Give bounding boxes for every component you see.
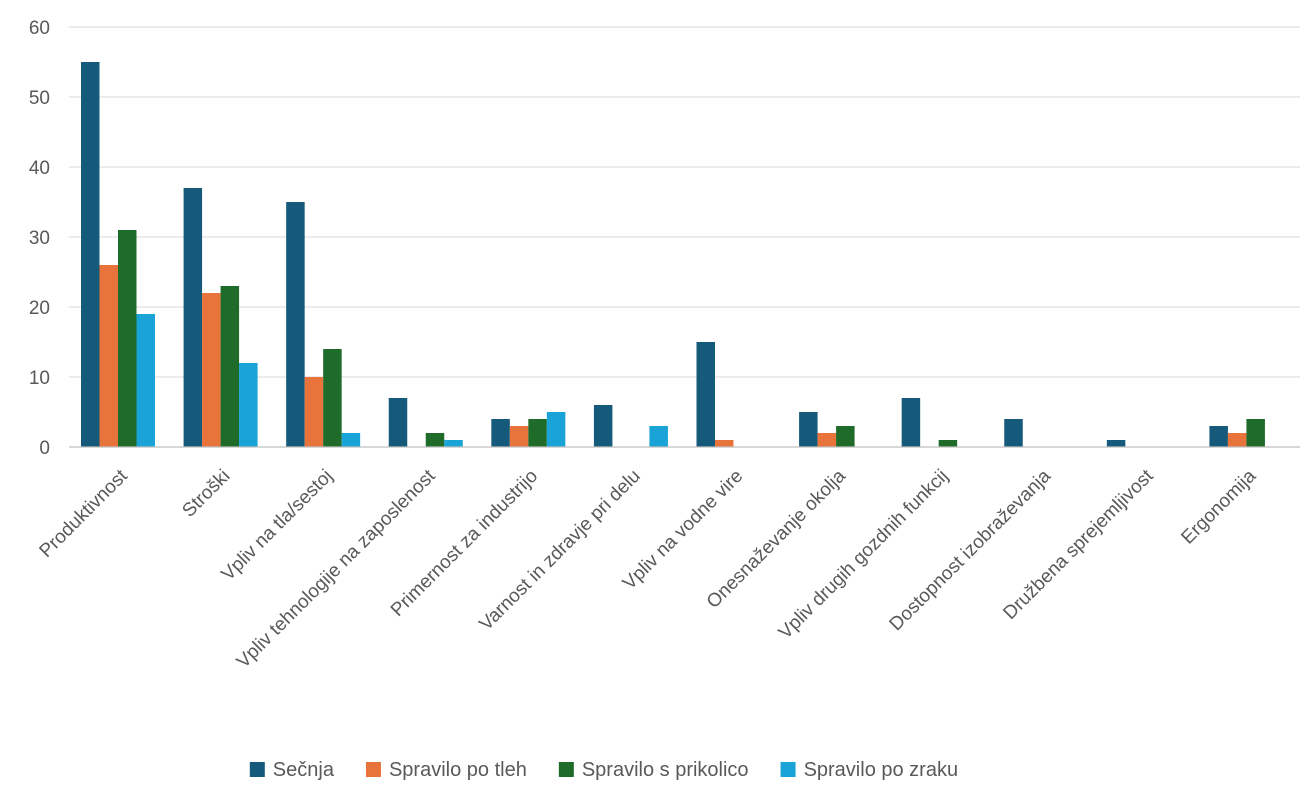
legend-label: Spravilo po zraku <box>804 759 959 781</box>
bar <box>388 398 408 447</box>
bar <box>444 440 463 447</box>
bar <box>304 377 324 447</box>
bar <box>99 265 118 447</box>
bar <box>1227 433 1247 447</box>
bar <box>938 440 958 447</box>
legend: Sečnja Spravilo po tleh Spravilo s prikoli… <box>249 759 959 781</box>
y-tick-label: 20 <box>29 298 50 319</box>
bar <box>696 342 715 447</box>
legend-swatch <box>558 762 574 777</box>
bar <box>901 398 921 447</box>
y-axis: 0 10 20 30 40 50 60 <box>29 18 50 459</box>
bar <box>1106 440 1126 447</box>
legend-swatch <box>780 762 796 777</box>
legend-swatch <box>365 762 381 777</box>
y-tick-label: 40 <box>29 158 50 179</box>
bar <box>491 419 510 447</box>
bar <box>836 426 855 447</box>
bar <box>715 440 734 447</box>
bar <box>341 433 361 447</box>
x-tick-label: Vpliv drugih gozdnih funkcij <box>775 466 953 644</box>
bar <box>528 419 547 447</box>
bar <box>323 349 342 447</box>
y-tick-label: 30 <box>29 228 50 249</box>
bar <box>1004 419 1023 447</box>
legend-label: Spravilo po tleh <box>389 759 527 781</box>
bar <box>1246 419 1265 447</box>
x-tick-label: Dostopnost izobraževanja <box>886 465 1056 635</box>
bar <box>817 433 837 447</box>
bars <box>81 62 1265 447</box>
bar <box>118 230 137 447</box>
x-tick-label: Vpliv na tla/sestoj <box>218 466 337 585</box>
x-tick-label: Produktivnost <box>36 465 133 562</box>
bar <box>81 62 100 447</box>
gridlines <box>69 26 1300 378</box>
bar <box>183 188 203 447</box>
bar <box>202 293 221 447</box>
x-tick-label: Stroški <box>178 466 234 522</box>
bar <box>136 314 155 447</box>
x-tick-label: Ergonomija <box>1177 465 1260 548</box>
y-tick-label: 50 <box>29 88 50 109</box>
bar <box>286 202 305 447</box>
bar <box>1209 426 1228 447</box>
bar <box>509 426 529 447</box>
bar <box>649 426 668 447</box>
y-tick-label: 60 <box>29 18 50 39</box>
x-tick-label: Vpliv tehnologije na zaposlenost <box>233 465 440 672</box>
legend-label: Sečnja <box>273 759 335 781</box>
bar <box>799 412 818 447</box>
y-tick-label: 10 <box>29 368 50 389</box>
legend-swatch <box>249 762 265 777</box>
legend-label: Spravilo s prikolico <box>582 759 749 781</box>
bar <box>546 412 566 447</box>
bar <box>239 363 258 447</box>
bar <box>593 405 613 447</box>
bar <box>220 286 240 447</box>
bar <box>425 433 445 447</box>
y-tick-label: 0 <box>39 438 50 459</box>
